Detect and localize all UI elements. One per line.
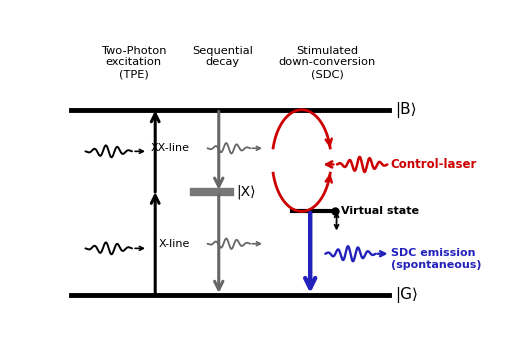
Text: |X⟩: |X⟩: [235, 185, 255, 200]
Text: Control-laser: Control-laser: [390, 158, 476, 171]
Text: Sequential
decay: Sequential decay: [192, 46, 252, 68]
Text: |B⟩: |B⟩: [394, 102, 416, 118]
Text: Stimulated
down-conversion
(SDC): Stimulated down-conversion (SDC): [278, 46, 375, 79]
Text: Virtual state: Virtual state: [341, 206, 418, 216]
Text: |G⟩: |G⟩: [394, 287, 417, 302]
Text: Two-Photon
excitation
(TPE): Two-Photon excitation (TPE): [101, 46, 166, 79]
Text: X-line: X-line: [158, 239, 190, 249]
Text: XX-line: XX-line: [151, 143, 190, 153]
Text: SDC emission
(spontaneous): SDC emission (spontaneous): [390, 248, 480, 270]
